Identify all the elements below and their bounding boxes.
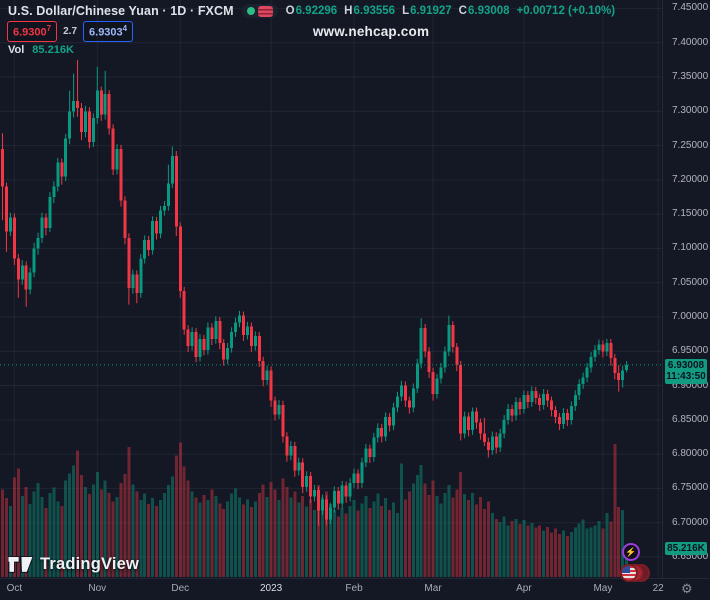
close-value: 6.93008: [467, 5, 510, 17]
lightning-icon[interactable]: ⚡: [622, 543, 640, 561]
price-axis-label: 7.30000: [672, 105, 709, 117]
volume-label: Vol: [8, 44, 25, 56]
close-label: C: [458, 5, 467, 17]
price-axis-label: 7.25000: [672, 139, 709, 151]
bar-countdown: 11:43:50: [666, 370, 706, 382]
order-panel-icon: [257, 5, 273, 17]
current-price-badge: 6.93008 11:43:50: [665, 358, 707, 384]
current-price-value: 6.93008: [667, 359, 705, 371]
time-axis-label: Mar: [424, 583, 442, 594]
watermark: www.nehcap.com: [312, 24, 430, 39]
volume-readout: Vol 85.216K: [8, 44, 74, 56]
price-axis-label: 6.90000: [672, 379, 709, 391]
sell-bid-button[interactable]: 6.93007: [7, 21, 58, 42]
high-label: H: [344, 5, 353, 17]
tradingview-logo[interactable]: TradingView: [8, 552, 139, 576]
price-axis-label: 6.80000: [672, 448, 709, 460]
buy-sell-panel-toggle[interactable]: [241, 4, 278, 18]
price-axis-label: 7.35000: [672, 71, 709, 82]
us-flag-stack-icon[interactable]: [620, 564, 660, 582]
price-axis-label: 7.45000: [672, 2, 709, 14]
gear-icon[interactable]: ⚙: [681, 581, 693, 596]
time-axis-label: May: [593, 583, 613, 594]
spread-value: 2.7: [63, 25, 78, 37]
time-axis-label: Feb: [345, 583, 363, 594]
volume-value: 85.216K: [32, 44, 74, 56]
volume-axis-badge: 85.216K: [665, 542, 707, 556]
price-axis-label: 7.40000: [672, 36, 709, 48]
time-axis-label: 22: [652, 583, 664, 594]
ohlc-readout: O 6.92296 H 6.93556 L 6.91927 C 6.93008 +0.0…: [286, 5, 615, 17]
price-axis-label: 7.20000: [672, 173, 709, 185]
open-label: O: [285, 5, 295, 17]
time-axis-label: Oct: [6, 583, 23, 594]
high-value: 6.93556: [353, 5, 396, 17]
price-axis[interactable]: 6.93008 11:43:50 85.216K 7.45000 7.40000 7…: [662, 0, 710, 578]
open-value: 6.92296: [295, 5, 338, 17]
tradingview-logo-text: TradingView: [40, 554, 140, 573]
us-flag-icon: [620, 564, 638, 582]
low-label: L: [402, 5, 410, 17]
price-axis-label: 6.70000: [672, 516, 709, 528]
price-axis-label: 7.00000: [672, 310, 709, 322]
candlestick-chart-canvas[interactable]: [0, 0, 662, 577]
tradingview-logo-icon: [8, 556, 34, 573]
price-axis-label: 7.05000: [672, 276, 709, 288]
time-axis-label: Nov: [88, 583, 107, 594]
low-value: 6.91927: [410, 5, 452, 17]
price-axis-label: 7.15000: [672, 208, 709, 220]
time-axis-label: Dec: [171, 583, 190, 594]
quote-row: 6.93007 2.7 6.93034: [7, 21, 134, 42]
price-axis-label: 6.95000: [672, 345, 709, 357]
price-axis-label: 6.75000: [672, 482, 709, 494]
symbol-title[interactable]: U.S. Dollar/Chinese Yuan · 1D · FXCM: [8, 4, 234, 18]
price-axis-label: 6.65000: [672, 550, 709, 562]
change-value: +0.00712 (+0.10%): [516, 5, 616, 17]
price-axis-label: 7.10000: [672, 242, 709, 254]
time-axis[interactable]: ⚙ Oct Nov Dec 2023 Feb Mar Apr May 22: [0, 578, 710, 600]
chart-floating-icons: ⚡: [620, 543, 660, 582]
chart-header: U.S. Dollar/Chinese Yuan · 1D · FXCM O 6.…: [8, 4, 615, 18]
buy-ask-button[interactable]: 6.93034: [83, 21, 134, 42]
time-axis-label: Apr: [516, 583, 532, 594]
price-axis-label: 6.85000: [672, 413, 709, 425]
time-axis-label: 2023: [259, 583, 283, 594]
status-dot-icon: [246, 7, 255, 15]
